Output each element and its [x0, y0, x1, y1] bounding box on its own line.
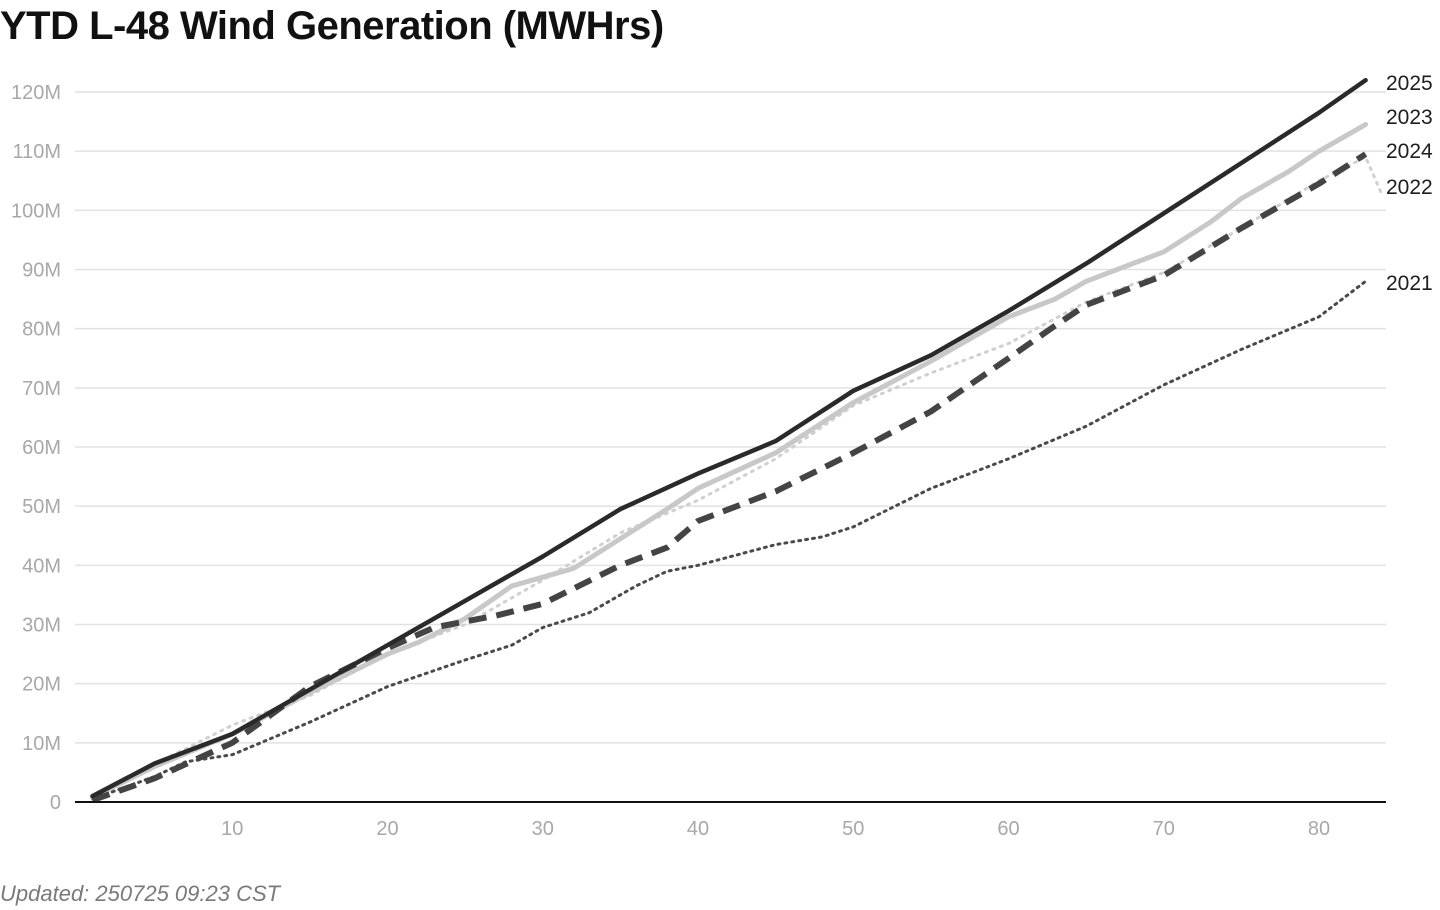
y-tick-label: 40M: [22, 555, 61, 577]
line-chart: 0 10M 20M 30M 40M 50M 60M 70M 80M 90M 100M 110M 120M…: [11, 72, 1433, 840]
y-tick-label: 80M: [22, 319, 61, 341]
y-tick-label: 110M: [12, 141, 61, 163]
y-tick-label: 20M: [22, 674, 61, 696]
series-label-2025: 2025: [1386, 72, 1433, 95]
x-tick-label: 50: [842, 818, 864, 840]
updated-timestamp: Updated: 250725 09:23 CST: [0, 881, 281, 906]
series-label-2021: 2021: [1386, 272, 1433, 295]
y-tick-label: 90M: [22, 260, 61, 282]
y-tick-label: 0: [50, 792, 61, 814]
y-tick-label: 100M: [11, 200, 61, 222]
chart-title: YTD L-48 Wind Generation (MWHrs): [0, 4, 664, 48]
y-tick-label: 120M: [11, 82, 61, 104]
x-tick-label: 30: [532, 818, 554, 840]
y-tick-label: 60M: [22, 437, 61, 459]
x-axis-tick-labels: 10 20 30 40 50 60 70 80: [221, 818, 1330, 840]
y-tick-label: 10M: [22, 733, 61, 755]
x-tick-label: 20: [376, 818, 398, 840]
series-label-2024: 2024: [1386, 140, 1433, 163]
x-tick-label: 40: [687, 818, 709, 840]
series-label-2023: 2023: [1386, 106, 1433, 129]
x-tick-label: 10: [221, 818, 243, 840]
series-line-2021: [91, 279, 1368, 801]
x-tick-label: 60: [997, 818, 1019, 840]
y-axis-tick-labels: 0 10M 20M 30M 40M 50M 60M 70M 80M 90M 100M 110M 120M: [11, 82, 61, 814]
series-line-2023: [90, 122, 1369, 800]
series-end-labels: 2021 2022 2023 2024 2025: [1386, 72, 1433, 295]
series-lines: [90, 77, 1383, 804]
gridlines: [75, 91, 1386, 744]
y-tick-label: 50M: [22, 496, 61, 518]
series-line-2025: [90, 77, 1368, 799]
x-tick-label: 80: [1308, 818, 1330, 840]
series-line-2024: [91, 151, 1368, 804]
x-tick-label: 70: [1153, 818, 1175, 840]
y-tick-label: 30M: [22, 615, 61, 637]
series-label-2022: 2022: [1386, 176, 1433, 199]
y-tick-label: 70M: [22, 378, 61, 400]
series-line-2022: [91, 155, 1383, 798]
